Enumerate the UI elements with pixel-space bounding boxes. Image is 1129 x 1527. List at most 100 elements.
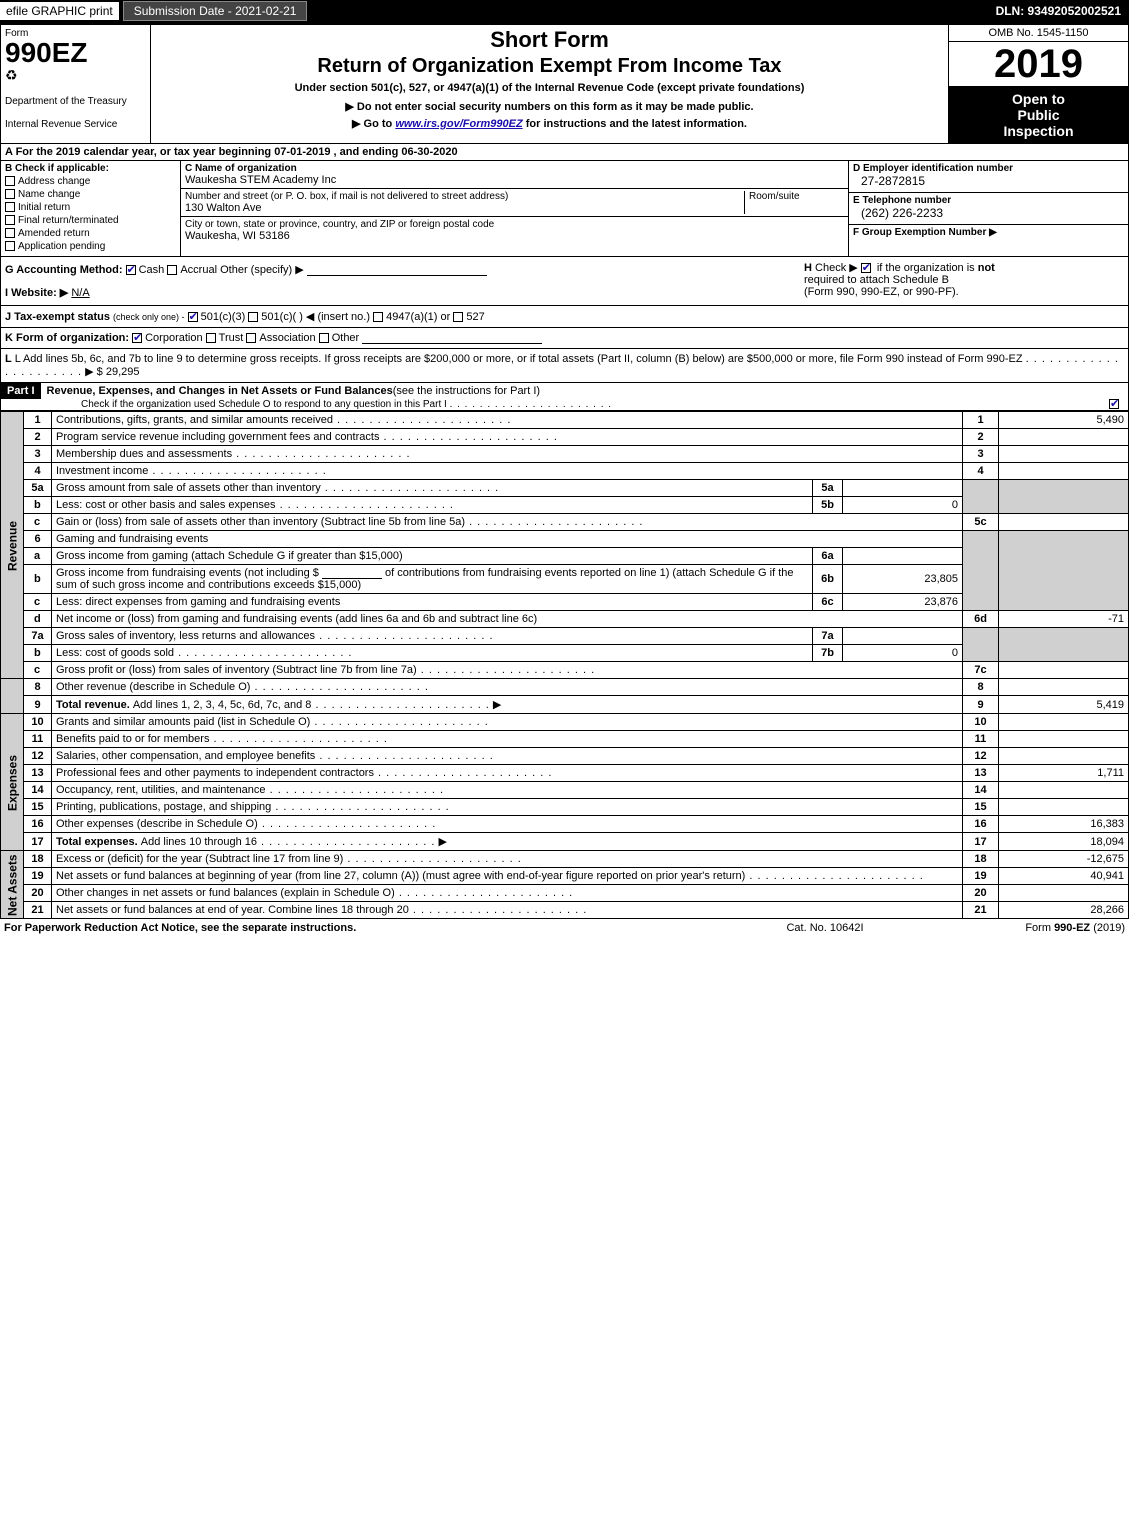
line-21-col: 21: [963, 902, 999, 919]
line-8-desc: Other revenue (describe in Schedule O): [56, 681, 250, 693]
line-13-desc: Professional fees and other payments to …: [56, 767, 374, 779]
501c3-label: 501(c)(3): [201, 311, 246, 323]
line-5a-mini-val: [843, 480, 963, 497]
line-7a-num: 7a: [24, 628, 52, 645]
accrual-checkbox[interactable]: [167, 265, 177, 275]
527-checkbox[interactable]: [453, 312, 463, 322]
line-18-num: 18: [24, 851, 52, 868]
line-2-val: [999, 429, 1129, 446]
other-org-input[interactable]: [362, 343, 542, 344]
501c-checkbox[interactable]: [248, 312, 258, 322]
short-form-title: Short Form: [159, 27, 940, 53]
line-6-desc: Gaming and fundraising events: [52, 531, 963, 548]
association-checkbox[interactable]: [246, 333, 256, 343]
phone-label: E Telephone number: [853, 195, 951, 206]
line-2-num: 2: [24, 429, 52, 446]
line-1-desc: Contributions, gifts, grants, and simila…: [56, 414, 333, 426]
schedule-b-checkbox[interactable]: [861, 263, 871, 273]
line-18-val: -12,675: [999, 851, 1129, 868]
line-5-shade-val: [999, 480, 1129, 514]
line-7a-mini-val: [843, 628, 963, 645]
h-not: not: [978, 262, 995, 274]
accounting-label: G Accounting Method:: [5, 264, 123, 276]
ein-label: D Employer identification number: [853, 163, 1013, 174]
line-3-desc: Membership dues and assessments: [56, 448, 232, 460]
h-text1: if the organization is: [877, 262, 978, 274]
line-5b-num: b: [24, 497, 52, 514]
expenses-side-label: Expenses: [1, 714, 24, 851]
schedule-o-checkbox[interactable]: [1109, 399, 1119, 409]
recycle-icon: ♻: [5, 67, 146, 84]
line-14-val: [999, 782, 1129, 799]
link-suffix: for instructions and the latest informat…: [523, 118, 747, 130]
line-5a-mini-num: 5a: [813, 480, 843, 497]
line-21-desc: Net assets or fund balances at end of ye…: [56, 904, 409, 916]
efile-label[interactable]: efile GRAPHIC print: [0, 2, 119, 20]
line-5b-mini-num: 5b: [813, 497, 843, 514]
section-b: B Check if applicable: Address change Na…: [1, 161, 181, 256]
line-5c-num: c: [24, 514, 52, 531]
other-method-input[interactable]: [307, 275, 487, 276]
trust-label: Trust: [219, 332, 244, 344]
501c3-checkbox[interactable]: [188, 312, 198, 322]
org-name: Waukesha STEM Academy Inc: [185, 174, 336, 186]
revenue-side-cont: [1, 679, 24, 714]
line-6b-desc1: Gross income from fundraising events (no…: [56, 567, 319, 579]
subtitle: Under section 501(c), 527, or 4947(a)(1)…: [159, 82, 940, 94]
initial-return-checkbox[interactable]: [5, 202, 15, 212]
line-6a-mini-val: [843, 548, 963, 565]
line-19-desc: Net assets or fund balances at beginning…: [56, 870, 745, 882]
line-4-desc: Investment income: [56, 465, 148, 477]
4947-checkbox[interactable]: [373, 312, 383, 322]
amended-return-checkbox[interactable]: [5, 228, 15, 238]
address-change-checkbox[interactable]: [5, 176, 15, 186]
city-label: City or town, state or province, country…: [185, 219, 844, 230]
section-def: D Employer identification number 27-2872…: [848, 161, 1128, 256]
name-change-checkbox[interactable]: [5, 189, 15, 199]
line-6d-num: d: [24, 611, 52, 628]
ein-value: 27-2872815: [853, 174, 1124, 188]
line-13-val: 1,711: [999, 765, 1129, 782]
line-11-val: [999, 731, 1129, 748]
line-9-num: 9: [24, 696, 52, 714]
l-arrow: ▶: [85, 366, 93, 378]
line-5b-desc: Less: cost or other basis and sales expe…: [56, 499, 276, 511]
section-c: C Name of organization Waukesha STEM Aca…: [181, 161, 848, 256]
line-1-col: 1: [963, 412, 999, 429]
cash-checkbox[interactable]: [126, 265, 136, 275]
final-return-checkbox[interactable]: [5, 215, 15, 225]
dln-label: DLN: 93492052002521: [988, 2, 1129, 20]
line-12-num: 12: [24, 748, 52, 765]
line-10-desc: Grants and similar amounts paid (list in…: [56, 716, 310, 728]
line-7b-mini-val: 0: [843, 645, 963, 662]
line-7a-mini-num: 7a: [813, 628, 843, 645]
other-org-checkbox[interactable]: [319, 333, 329, 343]
line-4-num: 4: [24, 463, 52, 480]
amended-return-label: Amended return: [18, 228, 90, 239]
corporation-checkbox[interactable]: [132, 333, 142, 343]
application-pending-checkbox[interactable]: [5, 241, 15, 251]
address-change-label: Address change: [18, 176, 90, 187]
section-b-label: B Check if applicable:: [5, 163, 176, 174]
association-label: Association: [259, 332, 315, 344]
h-check-text: Check ▶: [815, 262, 858, 274]
section-h: H Check ▶ if the organization is not req…: [804, 261, 1124, 298]
inspection-l1: Open to: [953, 91, 1124, 107]
corporation-label: Corporation: [145, 332, 202, 344]
irs-link[interactable]: www.irs.gov/Form990EZ: [395, 118, 522, 130]
submission-date-button[interactable]: Submission Date - 2021-02-21: [123, 1, 308, 21]
h-text2: required to attach Schedule B: [804, 274, 1124, 286]
website-label: I Website: ▶: [5, 287, 68, 299]
part-i-label: Part I: [1, 383, 41, 399]
final-return-label: Final return/terminated: [18, 215, 119, 226]
line-17-num: 17: [24, 833, 52, 851]
paperwork-notice: For Paperwork Reduction Act Notice, see …: [4, 922, 725, 934]
line-6d-desc: Net income or (loss) from gaming and fun…: [56, 613, 537, 625]
line-5b-mini-val: 0: [843, 497, 963, 514]
line-4-val: [999, 463, 1129, 480]
line-20-val: [999, 885, 1129, 902]
line-4-col: 4: [963, 463, 999, 480]
line-6b-mini-num: 6b: [813, 565, 843, 594]
trust-checkbox[interactable]: [206, 333, 216, 343]
l-text: L Add lines 5b, 6c, and 7b to line 9 to …: [15, 353, 1023, 365]
